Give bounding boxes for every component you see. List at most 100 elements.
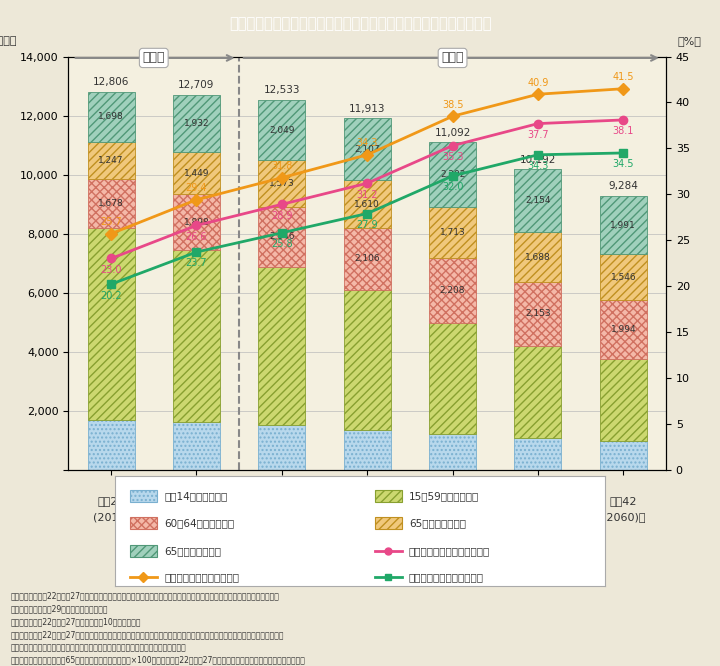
Text: 高齢化率（男性，右目盛）: 高齢化率（男性，右目盛） (409, 572, 484, 582)
Bar (258, 100, 305, 161)
Text: 37.7: 37.7 (527, 130, 549, 140)
Bar (343, 118, 391, 180)
Text: (2020): (2020) (264, 512, 300, 522)
Text: 2,106: 2,106 (354, 254, 380, 263)
Bar (515, 169, 562, 232)
Text: 12,709: 12,709 (179, 81, 215, 91)
Bar (600, 442, 647, 470)
Text: 2,208: 2,208 (440, 286, 465, 295)
Text: 実績値: 実績値 (143, 51, 165, 65)
Bar (429, 434, 476, 470)
Text: (2010): (2010) (93, 512, 130, 522)
Text: 38.5: 38.5 (442, 100, 464, 110)
Bar (600, 196, 647, 254)
Bar (173, 152, 220, 194)
Bar (515, 282, 562, 346)
Text: 平成22: 平成22 (97, 496, 125, 506)
Text: 高齢化率（男女計，右目盛）: 高齢化率（男女計，右目盛） (409, 546, 490, 556)
Text: 23.7: 23.7 (186, 258, 207, 268)
Text: 9,284: 9,284 (608, 181, 638, 191)
Text: 26.6: 26.6 (186, 232, 207, 242)
Text: Ｉ－５－７図　年齢階級別人口の変化と高齢化率の推移（男女別）: Ｉ－５－７図 年齢階級別人口の変化と高齢化率の推移（男女別） (229, 16, 491, 31)
Text: 令和32: 令和32 (524, 496, 552, 506)
Text: 29.4: 29.4 (186, 183, 207, 193)
Text: 2,107: 2,107 (354, 145, 380, 154)
Text: 2,153: 2,153 (525, 310, 551, 318)
Bar (600, 300, 647, 359)
Text: (2060)年: (2060)年 (602, 512, 645, 522)
Text: 27.9: 27.9 (356, 220, 378, 230)
Text: 11,092: 11,092 (434, 128, 471, 138)
Text: 28.9: 28.9 (271, 210, 292, 220)
Text: 1,573: 1,573 (269, 179, 294, 188)
Text: 31.2: 31.2 (356, 190, 378, 200)
Text: 31.8: 31.8 (271, 161, 292, 171)
Bar (173, 95, 220, 152)
Text: 1,991: 1,991 (611, 220, 636, 230)
Text: 1,994: 1,994 (611, 325, 636, 334)
Text: 令和2: 令和2 (271, 496, 292, 506)
Bar (343, 228, 391, 290)
Text: 1,247: 1,247 (99, 156, 124, 165)
Bar (429, 323, 476, 434)
Text: 1,610: 1,610 (354, 200, 380, 208)
Text: 65歳以上（女性）: 65歳以上（女性） (409, 518, 466, 528)
Text: 高齢化率（女性，右目盛）: 高齢化率（女性，右目盛） (164, 572, 239, 582)
Text: (2015): (2015) (178, 512, 215, 522)
Text: 1,688: 1,688 (525, 253, 551, 262)
Text: 令和12: 令和12 (354, 496, 381, 506)
Bar (88, 228, 135, 420)
Text: 35.3: 35.3 (442, 152, 464, 162)
Bar (258, 161, 305, 206)
Text: 25.8: 25.8 (271, 239, 292, 249)
Text: 2,154: 2,154 (525, 196, 551, 205)
Text: 11,913: 11,913 (349, 104, 385, 114)
Text: 40.9: 40.9 (527, 78, 549, 88)
Text: 平成27: 平成27 (183, 496, 210, 506)
Text: 令和42: 令和42 (610, 496, 637, 506)
Bar (600, 359, 647, 442)
Bar (258, 425, 305, 470)
Text: 推計値: 推計値 (441, 51, 464, 65)
Bar (343, 290, 391, 430)
Bar (429, 258, 476, 323)
Text: 1,932: 1,932 (184, 119, 210, 128)
Bar (258, 206, 305, 267)
Text: 2,202: 2,202 (440, 170, 465, 179)
Text: 65歳以上（男性）: 65歳以上（男性） (164, 546, 221, 556)
Text: 15～59歳（男女計）: 15～59歳（男女計） (409, 491, 480, 501)
Text: ０～14歳（男女計）: ０～14歳（男女計） (164, 491, 228, 501)
Text: （万人）: （万人） (0, 36, 17, 46)
Bar (88, 92, 135, 142)
FancyBboxPatch shape (374, 517, 402, 529)
Bar (429, 207, 476, 258)
Text: (2040): (2040) (434, 512, 471, 522)
Text: 34.3: 34.3 (356, 139, 378, 149)
FancyBboxPatch shape (374, 490, 402, 502)
Text: 1,678: 1,678 (98, 199, 124, 208)
Bar (515, 232, 562, 282)
Text: 1,898: 1,898 (184, 218, 210, 227)
Bar (515, 438, 562, 470)
Bar (429, 143, 476, 207)
Text: 60～64歳（男女計）: 60～64歳（男女計） (164, 518, 234, 528)
Text: 12,533: 12,533 (264, 85, 300, 95)
Text: 令和22: 令和22 (438, 496, 467, 506)
Text: 1,546: 1,546 (611, 273, 636, 282)
FancyBboxPatch shape (130, 545, 157, 557)
Bar (343, 430, 391, 470)
Text: （備考）１．平成22年及び27年は総務省「国勢調査」及び令和２年以降は国立社会保障・人口問題研究所「日本の将来推計人
　　　　　口（平成29年推計）」より作成。: （備考）１．平成22年及び27年は総務省「国勢調査」及び令和２年以降は国立社会保… (11, 591, 305, 666)
Text: (2050): (2050) (520, 512, 557, 522)
Text: 12,806: 12,806 (93, 77, 130, 87)
Text: 38.1: 38.1 (613, 127, 634, 137)
Text: 41.5: 41.5 (613, 73, 634, 83)
Bar (600, 254, 647, 300)
Text: 2,049: 2,049 (269, 126, 294, 135)
Text: 34.3: 34.3 (527, 161, 549, 171)
Text: 1,449: 1,449 (184, 168, 210, 178)
Bar (515, 346, 562, 438)
Bar (173, 194, 220, 250)
Bar (258, 267, 305, 425)
Text: 23.0: 23.0 (100, 265, 122, 275)
Text: 25.7: 25.7 (100, 217, 122, 227)
